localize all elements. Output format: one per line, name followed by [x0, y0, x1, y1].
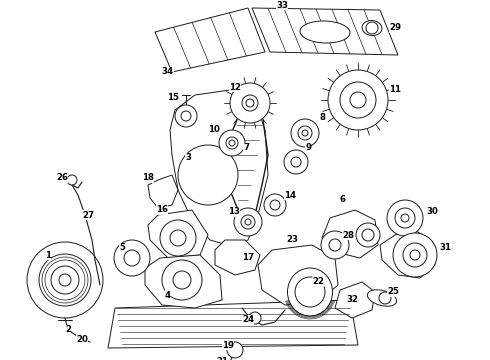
Circle shape: [295, 277, 325, 307]
Text: 17: 17: [242, 253, 254, 262]
Text: 18: 18: [142, 174, 154, 183]
Circle shape: [302, 130, 308, 136]
Circle shape: [298, 126, 312, 140]
Text: 15: 15: [167, 94, 179, 103]
Circle shape: [291, 157, 301, 167]
Text: 27: 27: [82, 211, 94, 220]
Circle shape: [245, 219, 251, 225]
Circle shape: [393, 233, 437, 277]
Circle shape: [270, 200, 280, 210]
Circle shape: [226, 137, 238, 149]
Text: 14: 14: [284, 190, 296, 199]
Circle shape: [39, 254, 91, 306]
Circle shape: [329, 239, 341, 251]
Circle shape: [246, 99, 254, 107]
Text: 16: 16: [156, 206, 168, 215]
Circle shape: [170, 230, 186, 246]
Circle shape: [356, 223, 380, 247]
Circle shape: [401, 214, 409, 222]
Polygon shape: [335, 282, 375, 318]
Polygon shape: [155, 8, 265, 72]
Polygon shape: [170, 90, 268, 245]
Circle shape: [366, 22, 378, 34]
Polygon shape: [215, 240, 260, 275]
Text: 19: 19: [222, 341, 234, 350]
Text: 13: 13: [228, 207, 240, 216]
Text: 24: 24: [242, 315, 254, 324]
Circle shape: [264, 194, 286, 216]
Text: 12: 12: [229, 82, 241, 91]
Text: 5: 5: [119, 243, 125, 252]
Circle shape: [229, 140, 235, 146]
Text: 6: 6: [339, 195, 345, 204]
Text: 9: 9: [305, 144, 311, 153]
Polygon shape: [145, 255, 222, 308]
Polygon shape: [148, 175, 178, 208]
Circle shape: [114, 240, 150, 276]
Polygon shape: [252, 8, 398, 55]
Circle shape: [178, 145, 238, 205]
Text: 33: 33: [276, 0, 288, 9]
Text: 30: 30: [426, 207, 438, 216]
Circle shape: [230, 83, 270, 123]
Polygon shape: [148, 210, 208, 258]
Text: 8: 8: [319, 113, 325, 122]
Circle shape: [403, 243, 427, 267]
Circle shape: [284, 150, 308, 174]
Text: 28: 28: [342, 230, 354, 239]
Circle shape: [241, 215, 255, 229]
Ellipse shape: [300, 21, 350, 43]
Circle shape: [291, 119, 319, 147]
Circle shape: [234, 208, 262, 236]
Text: 2: 2: [65, 325, 71, 334]
Text: 1: 1: [45, 251, 51, 260]
Polygon shape: [380, 230, 435, 278]
Circle shape: [242, 95, 258, 111]
Circle shape: [51, 266, 79, 294]
Circle shape: [350, 92, 366, 108]
Text: 10: 10: [208, 126, 220, 135]
Circle shape: [160, 220, 196, 256]
Circle shape: [321, 231, 349, 259]
Circle shape: [395, 208, 415, 228]
Text: 29: 29: [389, 23, 401, 32]
Polygon shape: [322, 210, 378, 258]
Ellipse shape: [288, 268, 333, 316]
Circle shape: [249, 312, 261, 324]
Text: 31: 31: [439, 243, 451, 252]
Circle shape: [173, 271, 191, 289]
Circle shape: [362, 229, 374, 241]
Ellipse shape: [362, 21, 382, 36]
Circle shape: [175, 105, 197, 127]
Polygon shape: [258, 245, 338, 305]
Circle shape: [328, 70, 388, 130]
Text: 32: 32: [346, 296, 358, 305]
Circle shape: [185, 228, 205, 248]
Text: 7: 7: [243, 144, 249, 153]
Text: 20: 20: [76, 336, 88, 345]
Circle shape: [227, 342, 243, 358]
Circle shape: [379, 292, 391, 304]
Text: 3: 3: [185, 153, 191, 162]
Circle shape: [340, 82, 376, 118]
Polygon shape: [108, 300, 358, 348]
Circle shape: [27, 242, 103, 318]
Text: 25: 25: [387, 288, 399, 297]
Text: 23: 23: [286, 235, 298, 244]
Ellipse shape: [368, 290, 396, 306]
Text: 11: 11: [389, 85, 401, 94]
Circle shape: [67, 175, 77, 185]
Text: 22: 22: [312, 278, 324, 287]
Text: 21: 21: [216, 357, 228, 360]
Text: 26: 26: [56, 174, 68, 183]
Circle shape: [124, 250, 140, 266]
Circle shape: [387, 200, 423, 236]
Circle shape: [219, 130, 245, 156]
Text: 34: 34: [162, 68, 174, 77]
Text: 4: 4: [165, 291, 171, 300]
Circle shape: [59, 274, 71, 286]
Circle shape: [181, 111, 191, 121]
Circle shape: [410, 250, 420, 260]
Circle shape: [162, 260, 202, 300]
